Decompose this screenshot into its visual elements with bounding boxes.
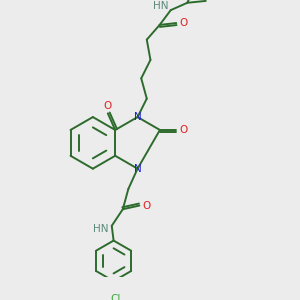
Text: Cl: Cl (110, 294, 121, 300)
Text: O: O (104, 101, 112, 111)
Text: O: O (180, 125, 188, 135)
Text: HN: HN (153, 2, 169, 11)
Text: N: N (134, 164, 141, 174)
Text: HN: HN (94, 224, 109, 234)
Text: O: O (179, 18, 188, 28)
Text: O: O (142, 200, 151, 211)
Text: N: N (134, 112, 141, 122)
